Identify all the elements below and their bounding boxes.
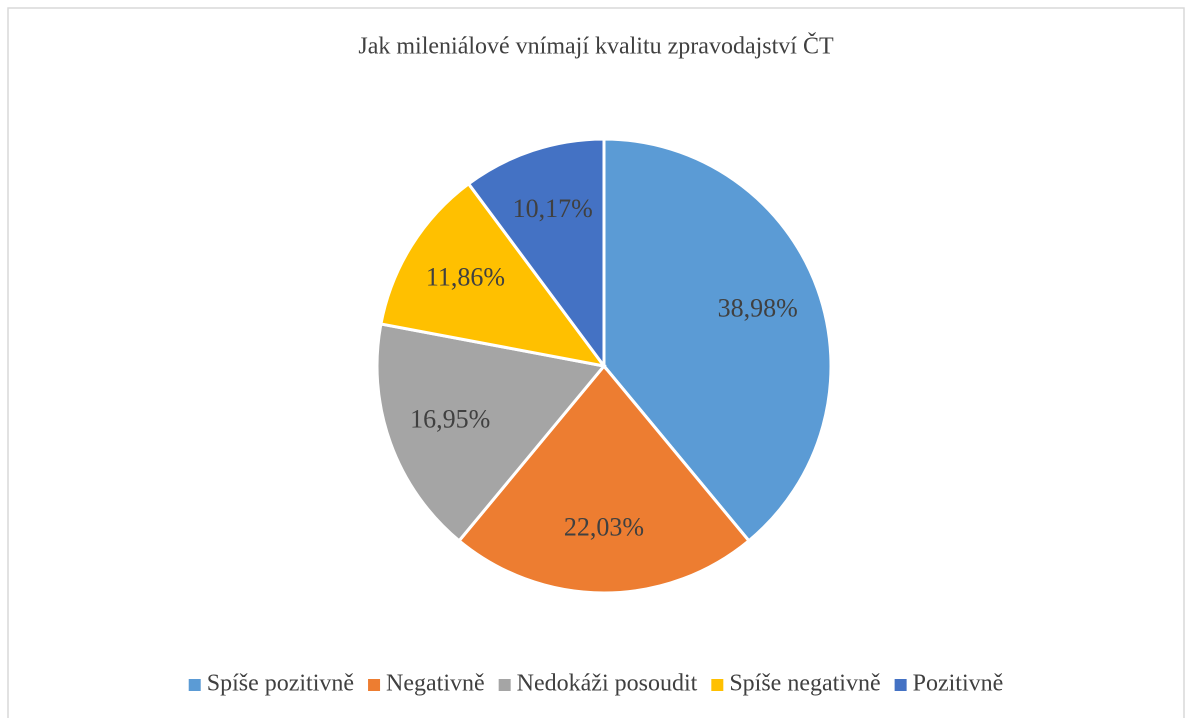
pie-slice [457, 363, 751, 595]
legend-swatch [498, 679, 511, 691]
legend-label: Nedokáži posoudit [517, 671, 698, 697]
legend-swatch [368, 679, 381, 691]
legend-swatch [894, 679, 907, 691]
pie-slice [466, 137, 606, 371]
data-label: 11,86% [426, 262, 505, 291]
pie-slice [602, 137, 833, 543]
pie-slice [375, 322, 607, 543]
legend-swatch [188, 679, 201, 691]
legend: Spíše pozitivně Negativně Nedokáži posoudi… [188, 671, 1004, 697]
chart-title: Jak mileniálové vnímají kvalitu zpravoda… [358, 33, 834, 60]
data-label: 38,98% [718, 294, 798, 323]
data-label: 10,17% [513, 194, 593, 223]
legend-label: Pozitivně [913, 671, 1004, 697]
legend-label: Negativně [386, 671, 485, 697]
pie-slice [379, 181, 608, 369]
data-label: 16,95% [410, 404, 490, 433]
legend-label: Spíše negativně [729, 671, 880, 697]
legend-swatch [711, 679, 724, 691]
data-label: 22,03% [564, 512, 644, 541]
legend-label: Spíše pozitivně [207, 671, 354, 697]
